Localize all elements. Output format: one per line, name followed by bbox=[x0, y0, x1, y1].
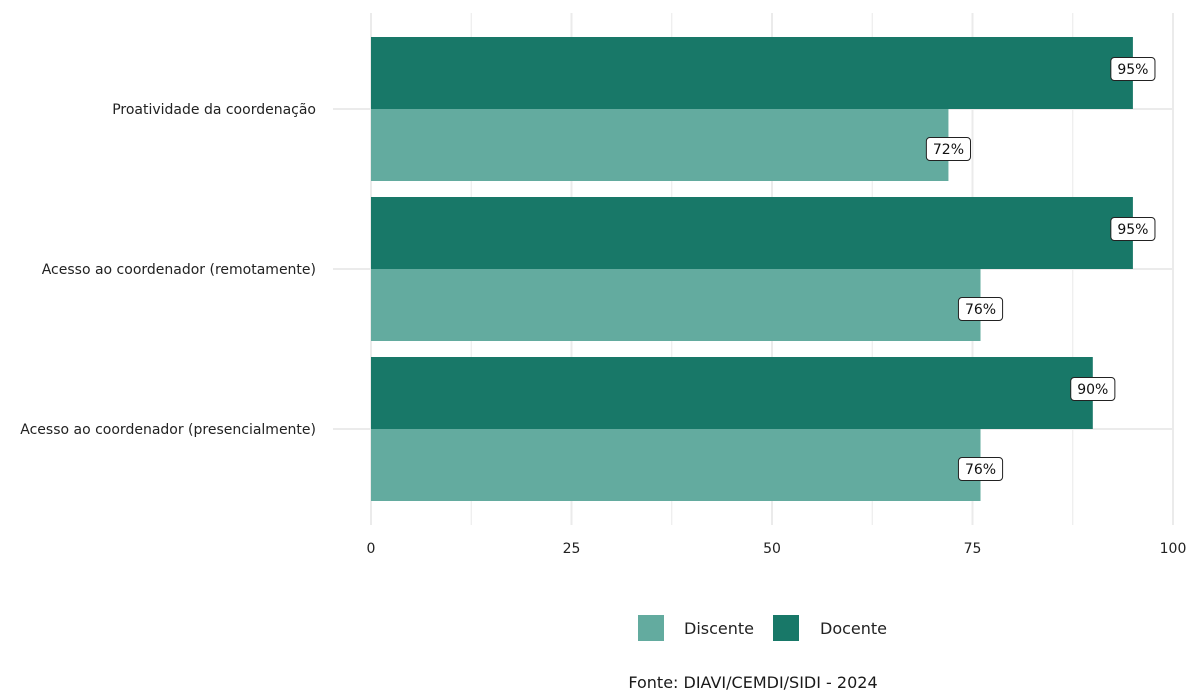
x-tick-label: 25 bbox=[563, 541, 581, 557]
legend-label-docente: Docente bbox=[820, 619, 887, 638]
data-label-text: 72% bbox=[933, 142, 964, 158]
data-label-box bbox=[1110, 57, 1156, 81]
y-axis-label: Acesso ao coordenador (remotamente) bbox=[42, 262, 316, 278]
data-label-discente: 76% bbox=[957, 457, 1004, 481]
data-label-text: 90% bbox=[1077, 382, 1108, 398]
data-label-text: 76% bbox=[965, 462, 996, 478]
caption: Fonte: DIAVI/CEMDI/SIDI - 2024 bbox=[628, 673, 877, 692]
bar-discente bbox=[371, 109, 949, 181]
y-axis-labels: Proatividade da coordenação Acesso ao coo… bbox=[20, 102, 316, 438]
data-label-discente: 76% bbox=[957, 297, 1004, 321]
bar-docente bbox=[371, 357, 1093, 429]
x-tick-label: 75 bbox=[964, 541, 982, 557]
data-label-box bbox=[1070, 377, 1116, 401]
data-label-box bbox=[1110, 217, 1156, 241]
data-label-docente: 95% bbox=[1110, 217, 1156, 241]
x-tick-label: 50 bbox=[763, 541, 781, 557]
x-tick-label: 0 bbox=[367, 541, 376, 557]
data-label-box bbox=[957, 457, 1004, 481]
bar-discente bbox=[371, 429, 981, 501]
legend: Discente Docente bbox=[638, 615, 887, 641]
data-label-text: 95% bbox=[1117, 62, 1148, 78]
data-label-box bbox=[957, 297, 1004, 321]
data-label-docente: 90% bbox=[1070, 377, 1116, 401]
legend-swatch-discente bbox=[638, 615, 664, 641]
y-axis-label: Proatividade da coordenação bbox=[112, 102, 316, 118]
data-label-box bbox=[925, 137, 972, 161]
bar-docente bbox=[371, 197, 1133, 269]
data-labels: 72% 76% 76% 95% 95% 90% bbox=[925, 57, 1156, 481]
data-label-discente: 72% bbox=[925, 137, 972, 161]
data-label-text: 76% bbox=[965, 302, 996, 318]
bar-discente bbox=[371, 269, 981, 341]
legend-label-discente: Discente bbox=[684, 619, 754, 638]
data-label-docente: 95% bbox=[1110, 57, 1156, 81]
bars bbox=[371, 37, 1133, 501]
legend-swatch-docente bbox=[773, 615, 799, 641]
data-label-text: 95% bbox=[1117, 222, 1148, 238]
x-tick-label: 100 bbox=[1160, 541, 1187, 557]
bar-docente bbox=[371, 37, 1133, 109]
y-axis-label: Acesso ao coordenador (presencialmente) bbox=[20, 422, 316, 438]
x-axis-tick-labels: 0 25 50 75 100 bbox=[367, 541, 1187, 557]
